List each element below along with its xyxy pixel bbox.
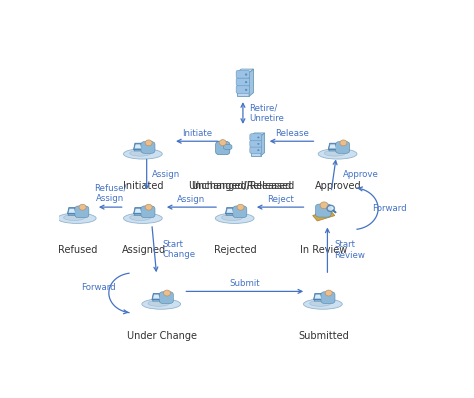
Circle shape xyxy=(145,140,152,146)
Text: Submitted: Submitted xyxy=(298,331,349,341)
Polygon shape xyxy=(135,144,141,148)
FancyBboxPatch shape xyxy=(159,292,173,303)
Ellipse shape xyxy=(148,300,169,306)
Text: Forward: Forward xyxy=(372,204,406,213)
Polygon shape xyxy=(237,69,254,73)
Text: Start
Change: Start Change xyxy=(163,240,196,259)
Text: Refused: Refused xyxy=(58,246,97,256)
Text: Release: Release xyxy=(275,129,309,138)
Circle shape xyxy=(219,140,226,146)
Text: Assign: Assign xyxy=(177,195,206,204)
Polygon shape xyxy=(67,207,76,214)
Circle shape xyxy=(164,290,171,296)
Polygon shape xyxy=(237,73,249,96)
Polygon shape xyxy=(153,298,160,301)
Ellipse shape xyxy=(221,215,243,220)
FancyBboxPatch shape xyxy=(250,146,262,154)
Polygon shape xyxy=(227,209,233,213)
Circle shape xyxy=(340,140,347,146)
Polygon shape xyxy=(135,209,141,213)
Polygon shape xyxy=(68,213,76,215)
Text: Unchanged/Released: Unchanged/Released xyxy=(191,181,294,191)
Polygon shape xyxy=(134,148,142,151)
Polygon shape xyxy=(153,295,160,298)
Ellipse shape xyxy=(129,150,151,156)
Text: Assign: Assign xyxy=(152,170,180,179)
Text: Retire/
Unretire: Retire/ Unretire xyxy=(249,103,284,123)
Ellipse shape xyxy=(303,299,342,309)
FancyBboxPatch shape xyxy=(250,140,262,147)
Polygon shape xyxy=(251,133,264,136)
Circle shape xyxy=(79,204,86,210)
Polygon shape xyxy=(313,210,335,221)
Polygon shape xyxy=(315,295,321,298)
FancyBboxPatch shape xyxy=(216,141,230,155)
Polygon shape xyxy=(226,213,234,215)
Text: Assigned: Assigned xyxy=(122,246,166,256)
FancyBboxPatch shape xyxy=(316,204,331,217)
Ellipse shape xyxy=(310,300,331,306)
Polygon shape xyxy=(251,136,261,156)
Polygon shape xyxy=(314,298,322,301)
Text: Reject: Reject xyxy=(267,195,294,204)
Text: Under Change: Under Change xyxy=(127,331,197,341)
Circle shape xyxy=(258,143,259,144)
FancyBboxPatch shape xyxy=(233,206,247,218)
Polygon shape xyxy=(329,144,336,148)
FancyBboxPatch shape xyxy=(236,70,250,78)
Text: Unchanged/Released: Unchanged/Released xyxy=(188,181,291,191)
Circle shape xyxy=(145,204,152,210)
Circle shape xyxy=(327,205,334,211)
Circle shape xyxy=(245,82,247,83)
Polygon shape xyxy=(134,207,142,214)
Text: Approved: Approved xyxy=(315,181,362,191)
Ellipse shape xyxy=(57,213,96,223)
Ellipse shape xyxy=(142,299,181,309)
Circle shape xyxy=(258,137,259,138)
Polygon shape xyxy=(249,69,254,96)
Text: Submit: Submit xyxy=(229,279,260,288)
Text: Approve: Approve xyxy=(343,170,379,179)
Circle shape xyxy=(245,89,247,91)
Ellipse shape xyxy=(64,215,85,220)
FancyBboxPatch shape xyxy=(250,134,262,141)
Ellipse shape xyxy=(318,149,357,159)
Text: In Review: In Review xyxy=(300,246,347,256)
FancyBboxPatch shape xyxy=(321,292,335,303)
Polygon shape xyxy=(329,148,337,151)
Circle shape xyxy=(237,204,244,210)
FancyBboxPatch shape xyxy=(141,206,155,218)
Text: Rejected: Rejected xyxy=(214,246,257,256)
Circle shape xyxy=(245,74,247,75)
Ellipse shape xyxy=(324,150,346,156)
FancyBboxPatch shape xyxy=(141,142,155,153)
Polygon shape xyxy=(328,143,337,150)
Polygon shape xyxy=(152,293,161,300)
Text: Refuse/
Assign: Refuse/ Assign xyxy=(94,184,126,203)
Circle shape xyxy=(258,150,259,151)
Text: Forward: Forward xyxy=(82,283,116,292)
Polygon shape xyxy=(134,213,142,215)
Polygon shape xyxy=(134,143,142,150)
FancyBboxPatch shape xyxy=(236,78,250,86)
FancyBboxPatch shape xyxy=(336,142,350,153)
Text: Start
Review: Start Review xyxy=(334,240,365,260)
Ellipse shape xyxy=(129,215,151,220)
Polygon shape xyxy=(68,209,75,213)
FancyBboxPatch shape xyxy=(224,145,232,149)
Circle shape xyxy=(320,202,328,209)
Ellipse shape xyxy=(123,149,162,159)
Polygon shape xyxy=(313,293,322,300)
Text: Initiate: Initiate xyxy=(182,129,212,138)
Polygon shape xyxy=(261,133,264,156)
Ellipse shape xyxy=(215,213,254,223)
Ellipse shape xyxy=(123,213,162,223)
Circle shape xyxy=(325,290,332,296)
Polygon shape xyxy=(225,207,234,214)
FancyBboxPatch shape xyxy=(75,206,89,218)
FancyBboxPatch shape xyxy=(236,86,250,94)
Text: Initiated: Initiated xyxy=(124,181,164,191)
